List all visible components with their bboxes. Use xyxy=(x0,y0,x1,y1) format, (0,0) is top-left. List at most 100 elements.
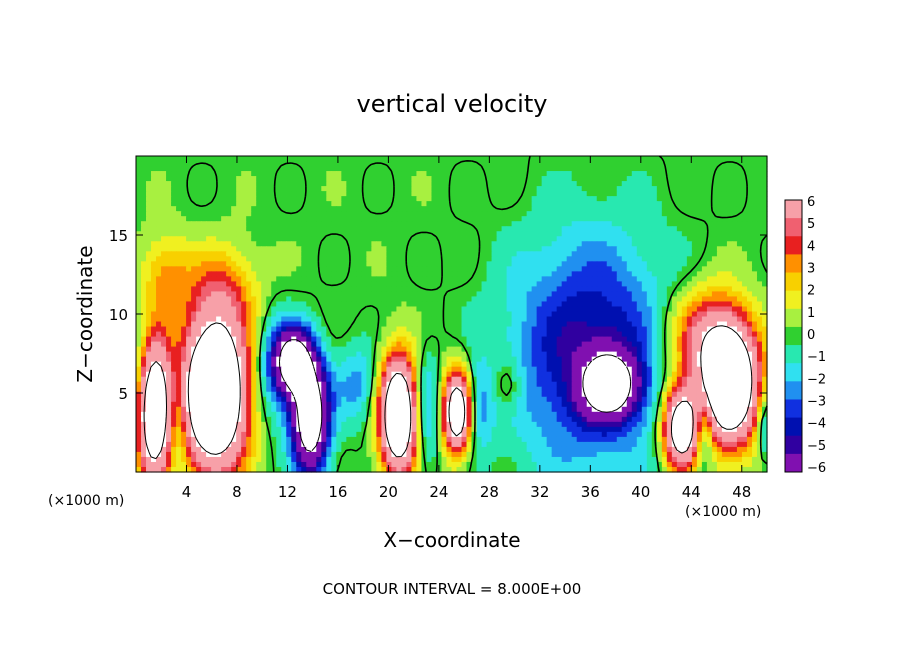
heatmap-cell xyxy=(226,271,232,277)
heatmap-cell xyxy=(596,226,603,232)
heatmap-cell xyxy=(141,206,147,212)
heatmap-cell xyxy=(206,336,212,343)
heatmap-cell xyxy=(181,186,187,192)
heatmap-cell xyxy=(266,286,272,293)
heatmap-cell xyxy=(411,266,418,272)
heatmap-cell xyxy=(161,231,167,237)
heatmap-cell xyxy=(166,161,172,167)
heatmap-cell xyxy=(266,276,272,282)
heatmap-cell xyxy=(601,166,608,172)
heatmap-cell xyxy=(211,346,217,353)
heatmap-cell xyxy=(161,326,167,333)
heatmap-cell xyxy=(171,281,177,288)
heatmap-cell xyxy=(641,166,648,172)
heatmap-cell xyxy=(391,241,398,247)
heatmap-cell xyxy=(136,266,142,272)
heatmap-cell xyxy=(436,286,443,293)
heatmap-cell xyxy=(641,231,648,237)
heatmap-cell xyxy=(171,181,177,187)
heatmap-cell xyxy=(346,216,352,222)
heatmap-cell xyxy=(381,351,387,358)
heatmap-cell xyxy=(521,351,528,358)
heatmap-cell xyxy=(256,241,262,247)
heatmap-cell xyxy=(301,161,307,167)
heatmap-cell xyxy=(486,216,493,222)
heatmap-cell xyxy=(646,291,653,298)
heatmap-cell xyxy=(706,236,713,242)
heatmap-cell xyxy=(486,351,493,358)
heatmap-cell xyxy=(331,191,337,197)
heatmap-cell xyxy=(761,216,768,222)
heatmap-cell xyxy=(416,236,423,242)
heatmap-cell xyxy=(436,296,443,303)
heatmap-cell xyxy=(611,321,618,328)
heatmap-cell xyxy=(231,346,237,353)
heatmap-cell xyxy=(466,341,473,348)
heatmap-cell xyxy=(616,271,623,277)
heatmap-cell xyxy=(196,251,202,257)
heatmap-cell xyxy=(251,256,257,262)
heatmap-cell xyxy=(581,266,588,272)
heatmap-cell xyxy=(156,176,162,182)
heatmap-cell xyxy=(556,231,563,237)
heatmap-cell xyxy=(156,316,162,323)
heatmap-cell xyxy=(731,211,738,217)
heatmap-cell xyxy=(246,261,252,267)
heatmap-cell xyxy=(251,206,257,212)
heatmap-cell xyxy=(646,321,653,328)
heatmap-cell xyxy=(621,166,628,172)
heatmap-cell xyxy=(566,271,573,277)
heatmap-cell xyxy=(496,326,503,333)
heatmap-cell xyxy=(676,311,683,318)
heatmap-cell xyxy=(476,276,483,282)
heatmap-cell xyxy=(691,311,698,318)
heatmap-cell xyxy=(521,336,528,343)
heatmap-cell xyxy=(686,281,693,288)
heatmap-cell xyxy=(546,321,553,328)
heatmap-cell xyxy=(356,231,362,237)
heatmap-cell xyxy=(566,196,573,202)
heatmap-cell xyxy=(616,206,623,212)
heatmap-cell xyxy=(321,186,327,192)
heatmap-cell xyxy=(166,276,172,282)
heatmap-cell xyxy=(581,201,588,207)
heatmap-cell xyxy=(491,291,498,298)
heatmap-cell xyxy=(596,291,603,298)
heatmap-cell xyxy=(526,271,533,277)
heatmap-cell xyxy=(666,251,673,257)
heatmap-cell xyxy=(621,291,628,298)
heatmap-cell xyxy=(646,221,653,227)
heatmap-cell xyxy=(256,321,262,328)
heatmap-cell xyxy=(666,181,673,187)
heatmap-cell xyxy=(351,241,357,247)
heatmap-cell xyxy=(326,256,332,262)
heatmap-cell xyxy=(416,281,423,288)
heatmap-cell xyxy=(536,161,543,167)
heatmap-cell xyxy=(596,306,603,313)
heatmap-cell xyxy=(446,156,453,162)
heatmap-cell xyxy=(651,226,658,232)
heatmap-cell xyxy=(616,336,623,343)
heatmap-cell xyxy=(256,266,262,272)
heatmap-cell xyxy=(531,261,538,267)
heatmap-cell xyxy=(561,211,568,217)
heatmap-cell xyxy=(296,226,302,232)
heatmap-cell xyxy=(201,296,207,303)
heatmap-cell xyxy=(601,301,608,308)
heatmap-cell xyxy=(746,346,753,353)
heatmap-cell xyxy=(486,286,493,293)
heatmap-cell xyxy=(576,161,583,167)
heatmap-cell xyxy=(296,351,302,358)
heatmap-cell xyxy=(691,316,698,323)
heatmap-cell xyxy=(221,346,227,353)
heatmap-cell xyxy=(761,241,768,247)
heatmap-cell xyxy=(291,331,297,338)
heatmap-cell xyxy=(366,321,372,328)
heatmap-cell xyxy=(691,261,698,267)
heatmap-cell xyxy=(361,186,367,192)
heatmap-cell xyxy=(231,201,237,207)
heatmap-cell xyxy=(411,316,418,323)
heatmap-cell xyxy=(751,316,758,323)
heatmap-cell xyxy=(296,261,302,267)
heatmap-cell xyxy=(471,291,478,298)
